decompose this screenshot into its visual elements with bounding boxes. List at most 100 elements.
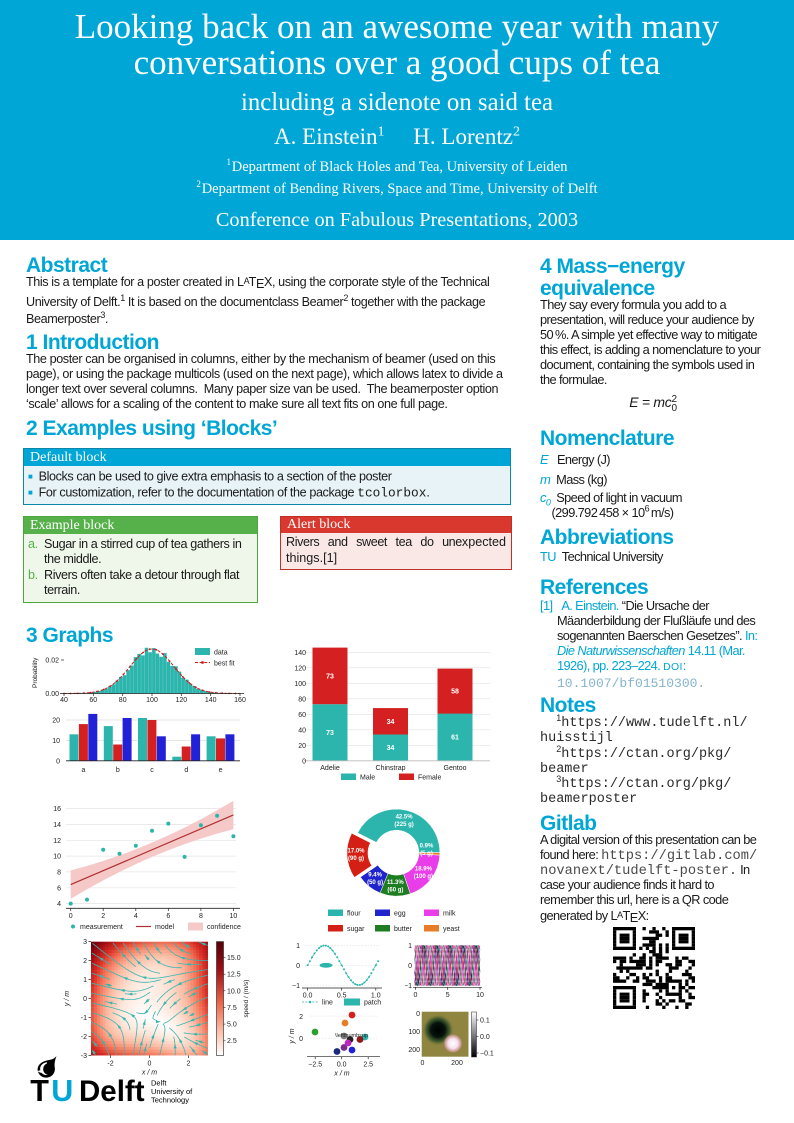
svg-text:0: 0 [413, 992, 417, 999]
svg-text:6: 6 [57, 885, 61, 892]
svg-text:a: a [82, 767, 86, 774]
svg-text:1.0: 1.0 [371, 993, 381, 1000]
svg-text:120: 120 [175, 697, 187, 704]
svg-text:x / m: x / m [141, 1070, 157, 1077]
svg-text:0.0: 0.0 [480, 1034, 490, 1041]
svg-text:data: data [214, 650, 228, 657]
svg-text:0: 0 [421, 1060, 425, 1067]
svg-text:(100 g): (100 g) [414, 874, 433, 880]
svg-text:0: 0 [416, 1011, 420, 1018]
svg-text:Probability: Probability [32, 657, 39, 688]
svg-text:100: 100 [146, 697, 158, 704]
svg-text:best fit: best fit [214, 661, 235, 668]
svg-text:0: 0 [408, 963, 412, 970]
svg-text:61: 61 [451, 735, 459, 742]
svg-text:Delft: Delft [79, 1075, 145, 1108]
svg-text:12.5: 12.5 [227, 972, 241, 979]
svg-text:University of: University of [151, 1087, 193, 1096]
svg-text:−1: −1 [405, 983, 412, 990]
svg-text:e: e [219, 767, 223, 774]
svg-text:0.00: 0.00 [45, 691, 59, 698]
svg-text:58: 58 [451, 689, 459, 696]
svg-text:c: c [150, 767, 154, 774]
svg-text:16: 16 [53, 806, 61, 813]
svg-text:0.02: 0.02 [45, 658, 59, 665]
svg-text:60: 60 [298, 712, 306, 719]
svg-text:60: 60 [89, 697, 97, 704]
svg-text:butter: butter [394, 926, 413, 933]
svg-text:patch: patch [364, 1000, 381, 1007]
svg-text:14: 14 [53, 822, 61, 829]
svg-text:Adelie: Adelie [320, 765, 340, 772]
svg-text:15.0: 15.0 [227, 955, 241, 962]
svg-text:73: 73 [326, 730, 334, 737]
svg-text:8: 8 [57, 869, 61, 876]
svg-text:-2: -2 [107, 1061, 113, 1068]
svg-text:Chinstrap: Chinstrap [376, 765, 406, 772]
svg-text:−1: −1 [292, 983, 300, 990]
svg-text:140: 140 [205, 697, 217, 704]
svg-text:T: T [30, 1074, 49, 1108]
svg-text:speed / (m/s): speed / (m/s) [243, 980, 250, 1018]
svg-text:200: 200 [408, 1047, 420, 1054]
svg-text:34: 34 [387, 719, 395, 726]
svg-text:confidence: confidence [207, 924, 241, 931]
svg-text:Technology: Technology [151, 1096, 189, 1105]
svg-text:10: 10 [53, 854, 61, 861]
svg-text:5.0: 5.0 [227, 1022, 237, 1029]
svg-text:8: 8 [199, 913, 203, 920]
svg-text:2: 2 [83, 958, 87, 965]
svg-text:0.0: 0.0 [303, 993, 313, 1000]
svg-text:d: d [184, 767, 188, 774]
svg-text:9.4%: 9.4% [368, 873, 382, 879]
svg-text:34: 34 [387, 745, 395, 752]
svg-text:0: 0 [56, 758, 60, 765]
svg-text:(60 g): (60 g) [387, 888, 403, 894]
svg-text:0: 0 [69, 913, 73, 920]
svg-text:0.1: 0.1 [480, 1018, 490, 1025]
svg-text:100: 100 [294, 681, 306, 688]
svg-text:6: 6 [166, 913, 170, 920]
svg-text:2: 2 [101, 913, 105, 920]
svg-text:11.3%: 11.3% [387, 880, 404, 886]
svg-text:0: 0 [83, 996, 87, 1003]
svg-text:10: 10 [52, 738, 60, 745]
svg-text:y / m: y / m [64, 991, 71, 1007]
svg-text:2.5: 2.5 [363, 1062, 373, 1069]
svg-text:−0.1: −0.1 [480, 1051, 494, 1058]
svg-text:0: 0 [296, 963, 300, 970]
svg-text:b: b [116, 767, 120, 774]
svg-text:line: line [322, 1000, 333, 1007]
svg-text:0.9%: 0.9% [420, 844, 434, 850]
svg-text:Gentoo: Gentoo [444, 765, 467, 772]
svg-text:egg: egg [394, 911, 406, 918]
svg-text:Delft: Delft [151, 1079, 167, 1088]
svg-text:milk: milk [443, 911, 456, 918]
svg-text:10.0: 10.0 [227, 988, 241, 995]
svg-text:40: 40 [298, 727, 306, 734]
svg-text:10: 10 [230, 913, 238, 920]
svg-text:(5 g): (5 g) [420, 851, 433, 857]
svg-text:1: 1 [83, 977, 87, 984]
svg-text:yeast: yeast [443, 926, 460, 933]
svg-text:y / m: y / m [289, 1028, 296, 1044]
svg-text:-2: -2 [81, 1034, 87, 1041]
svg-text:−2.5: −2.5 [308, 1062, 322, 1069]
svg-text:2.5: 2.5 [227, 1038, 237, 1045]
svg-text:20: 20 [52, 718, 60, 725]
svg-text:73: 73 [326, 673, 334, 680]
svg-text:10: 10 [476, 992, 484, 999]
svg-text:4: 4 [57, 901, 61, 908]
svg-text:Male: Male [360, 775, 375, 782]
svg-text:x / m: x / m [333, 1071, 349, 1078]
svg-text:Female: Female [418, 775, 441, 782]
svg-text:80: 80 [119, 697, 127, 704]
svg-text:1: 1 [408, 943, 412, 950]
svg-text:(225 g): (225 g) [394, 822, 413, 828]
svg-text:42.5%: 42.5% [396, 815, 414, 821]
svg-text:120: 120 [294, 665, 306, 672]
svg-text:40: 40 [60, 697, 68, 704]
svg-text:0: 0 [299, 1036, 303, 1043]
svg-text:model: model [155, 924, 175, 931]
svg-text:140: 140 [294, 650, 306, 657]
